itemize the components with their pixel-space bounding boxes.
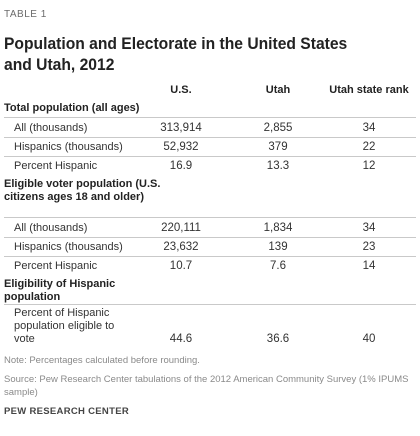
cell-us: 52,932 [163, 141, 199, 153]
cell-us: 44.6 [169, 333, 193, 345]
row-label: Percent Hispanic [14, 160, 98, 172]
row-label: Percent Hispanic [14, 260, 98, 272]
cell-us: 23,632 [163, 241, 199, 253]
cell-utah: 2,855 [263, 122, 293, 134]
cell-utah: 7.6 [270, 260, 286, 272]
cell-rank: 12 [362, 160, 376, 172]
cell-rank: 14 [362, 260, 376, 272]
row-divider [4, 217, 416, 218]
cell-rank: 22 [362, 141, 376, 153]
row-divider [4, 304, 416, 305]
section-heading-eligible-voters: Eligible voter population (U.S. citizens… [4, 178, 161, 203]
cell-utah: 36.6 [266, 333, 290, 345]
cell-us: 10.7 [169, 260, 193, 272]
column-header-rank: Utah state rank [329, 84, 409, 96]
row-divider [4, 237, 416, 238]
section-heading-total-population: Total population (all ages) [4, 102, 140, 114]
cell-utah: 379 [268, 141, 288, 153]
cell-rank: 34 [362, 222, 376, 234]
cell-utah: 1,834 [263, 222, 293, 234]
table-title: Population and Electorate in the United … [4, 34, 348, 74]
brand-logo-text: PEW RESEARCH CENTER [4, 406, 129, 417]
row-label: All (thousands) [14, 122, 88, 134]
row-divider [4, 256, 416, 257]
row-label: Percent of Hispanic population eligible … [14, 307, 115, 345]
row-label: All (thousands) [14, 222, 88, 234]
cell-us: 16.9 [169, 160, 193, 172]
row-label: Hispanics (thousands) [14, 141, 123, 153]
cell-rank: 40 [362, 333, 376, 345]
column-header-us: U.S. [170, 84, 192, 96]
row-divider [4, 117, 416, 118]
column-header-utah: Utah [265, 84, 291, 96]
row-divider [4, 156, 416, 157]
cell-us: 313,914 [160, 122, 202, 134]
cell-rank: 34 [362, 122, 376, 134]
row-divider [4, 137, 416, 138]
section-heading-hispanic-eligibility: Eligibility of Hispanic population [4, 278, 116, 303]
table-label: TABLE 1 [4, 9, 47, 20]
row-label: Hispanics (thousands) [14, 241, 123, 253]
cell-utah: 139 [268, 241, 288, 253]
cell-us: 220,111 [161, 222, 201, 234]
table-source: Source: Pew Research Center tabulations … [4, 374, 409, 398]
cell-utah: 13.3 [266, 160, 290, 172]
cell-rank: 23 [362, 241, 376, 253]
table-note: Note: Percentages calculated before roun… [4, 355, 200, 366]
